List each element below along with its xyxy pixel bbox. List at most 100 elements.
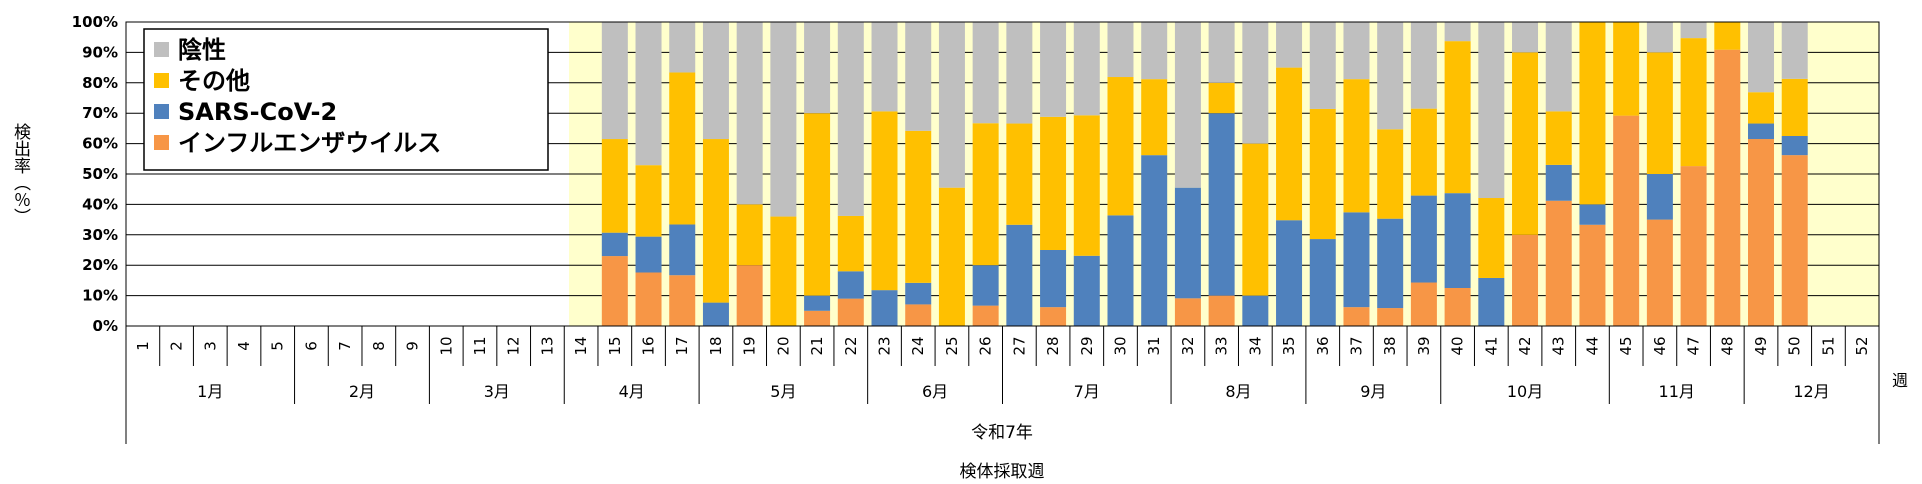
bar-segment — [1714, 22, 1741, 50]
bar-segment — [1309, 108, 1336, 240]
bar-segment — [1646, 219, 1673, 326]
bar-segment — [1343, 22, 1370, 80]
week-axis-label: 週 — [1892, 371, 1908, 390]
week-tick-label: 46 — [1651, 336, 1669, 355]
bar-segment — [804, 310, 831, 326]
legend-box — [143, 28, 549, 171]
bar-segment — [1174, 187, 1201, 299]
y-tick-label: 30% — [82, 226, 118, 244]
week-tick-label: 9 — [404, 341, 422, 351]
y-tick-label: 10% — [82, 287, 118, 305]
bar-segment — [1006, 22, 1033, 124]
bar-segment — [804, 113, 831, 296]
bar-segment — [669, 22, 696, 73]
bar-segment — [1512, 234, 1539, 326]
bar-segment — [702, 139, 729, 303]
bar-segment — [837, 22, 864, 216]
bar-segment — [1478, 22, 1505, 199]
legend-swatch — [154, 135, 169, 150]
month-label: 1月 — [197, 382, 223, 401]
week-tick-label: 39 — [1415, 336, 1433, 355]
bar-segment — [1208, 113, 1235, 296]
week-tick-label: 33 — [1213, 336, 1231, 355]
bar-segment — [1579, 204, 1606, 225]
week-tick-label: 26 — [977, 336, 995, 355]
bar-segment — [1073, 255, 1100, 326]
legend-label: その他 — [178, 67, 250, 95]
month-label: 2月 — [349, 382, 375, 401]
bar-segment — [770, 22, 797, 217]
bar-segment — [635, 272, 662, 326]
bar-segment — [905, 22, 932, 131]
bar-segment — [702, 22, 729, 140]
x-axis: 1 2 3 4 5 6 7 8 9 10 11 12 13 14 15 16 17 18 19 20 21 22 23 24 2… — [125, 326, 1880, 444]
month-label: 3月 — [484, 382, 510, 401]
bar-segment — [1107, 22, 1134, 78]
bar-segment — [1748, 92, 1775, 124]
bar-segment — [1377, 129, 1404, 219]
bar-segment — [1276, 220, 1303, 326]
bar-segment — [1646, 22, 1673, 53]
week-tick-label: 38 — [1381, 336, 1399, 355]
month-label: 5月 — [770, 382, 796, 401]
month-label: 9月 — [1360, 382, 1386, 401]
month-label: 8月 — [1225, 382, 1251, 401]
bar-segment — [635, 22, 662, 166]
bar-segment — [669, 72, 696, 225]
bar-segment — [1208, 22, 1235, 83]
week-tick-label: 32 — [1179, 336, 1197, 355]
bar-segment — [601, 256, 628, 326]
bar-segment — [601, 22, 628, 140]
bar-segment — [1073, 115, 1100, 256]
bar-segment — [1714, 49, 1741, 326]
legend-swatch — [154, 73, 169, 88]
bar-segment — [1377, 22, 1404, 130]
bar-segment — [1680, 166, 1707, 326]
bar-segment — [1579, 224, 1606, 326]
week-tick-label: 48 — [1718, 336, 1736, 355]
y-tick-label: 20% — [82, 256, 118, 274]
bar-segment — [1006, 123, 1033, 225]
bar-segment — [702, 302, 729, 326]
week-tick-label: 37 — [1347, 336, 1365, 355]
bar-segment — [1107, 215, 1134, 326]
bar-segment — [736, 265, 763, 326]
week-tick-label: 19 — [741, 336, 759, 355]
bar-segment — [736, 204, 763, 266]
bar-segment — [1545, 164, 1572, 201]
bar-segment — [1040, 250, 1067, 308]
legend-label: インフルエンザウイルス — [178, 129, 441, 157]
week-tick-label: 16 — [640, 336, 658, 355]
legend-swatch — [154, 42, 169, 57]
week-tick-label: 35 — [1280, 336, 1298, 355]
bar-segment — [1343, 212, 1370, 308]
bar-segment — [804, 22, 831, 114]
week-tick-label: 30 — [1111, 336, 1129, 355]
bar-segment — [669, 275, 696, 326]
y-tick-label: 50% — [82, 165, 118, 183]
bar-segment — [1444, 41, 1471, 194]
bar-segment — [804, 295, 831, 311]
bar-segment — [938, 22, 965, 188]
bar-segment — [871, 22, 898, 112]
week-tick-label: 5 — [269, 341, 287, 351]
week-tick-label: 15 — [606, 336, 624, 355]
bar-segment — [1748, 139, 1775, 326]
bar-segment — [1444, 288, 1471, 326]
bar-segment — [938, 187, 965, 326]
week-tick-label: 50 — [1786, 336, 1804, 355]
bar-segment — [669, 224, 696, 276]
bar-segment — [1242, 295, 1269, 326]
month-label: 4月 — [619, 382, 645, 401]
week-tick-label: 29 — [1078, 336, 1096, 355]
bar-segment — [1478, 277, 1505, 326]
bar-segment — [736, 22, 763, 205]
y-tick-label: 90% — [82, 43, 118, 61]
y-tick-label: 40% — [82, 195, 118, 213]
bar-segment — [1781, 155, 1808, 326]
bar-segment — [1680, 22, 1707, 39]
bar-segment — [871, 111, 898, 291]
bar-segment — [1646, 174, 1673, 220]
